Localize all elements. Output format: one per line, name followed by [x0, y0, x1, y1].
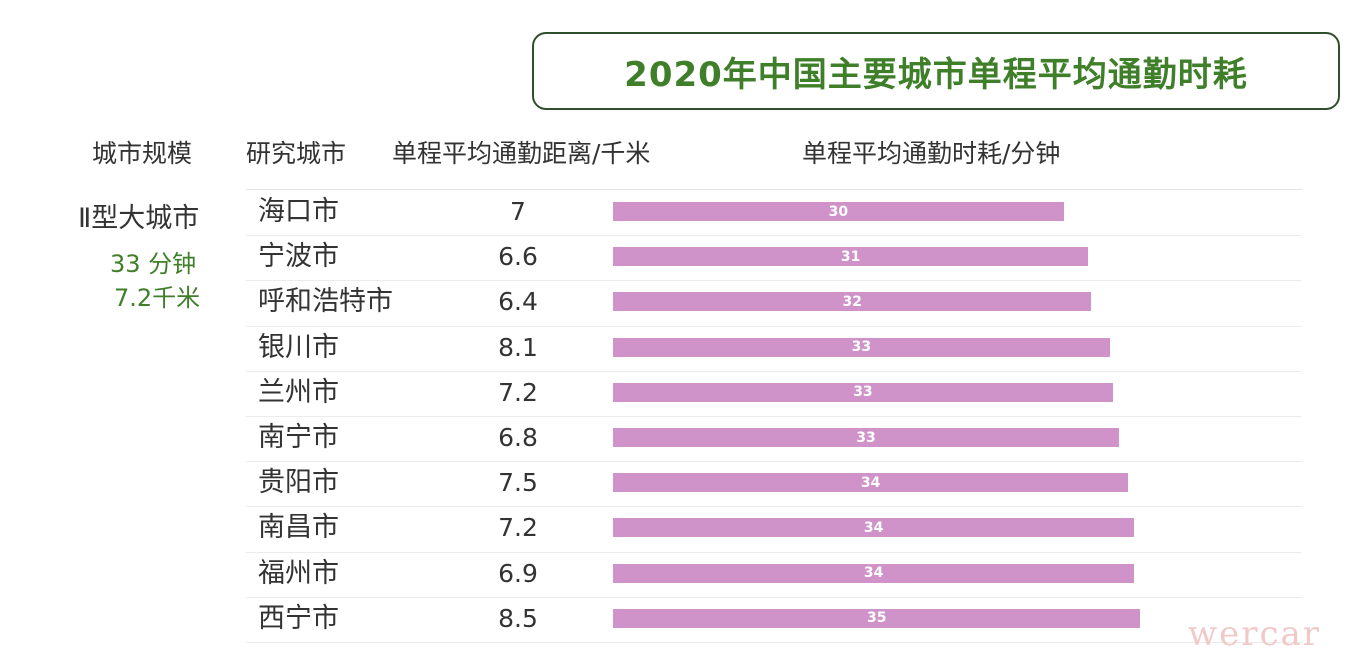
time-bar: 30 [613, 202, 1064, 221]
time-bar-label: 31 [840, 248, 861, 265]
distance-value: 6.9 [498, 558, 538, 588]
time-bar-label: 30 [828, 203, 849, 220]
time-bar: 34 [613, 518, 1135, 538]
row-divider [246, 416, 1302, 417]
group-name: Ⅱ型大城市 [78, 203, 200, 234]
city-label: 兰州市 [258, 376, 339, 408]
watermark: wercar [1188, 614, 1322, 654]
group-avg-distance: 7.2千米 [114, 284, 201, 312]
time-bar: 33 [613, 382, 1113, 402]
time-bar-label: 35 [866, 610, 887, 627]
city-label: 宁波市 [258, 241, 339, 273]
city-label: 南宁市 [258, 422, 339, 453]
row-divider [246, 642, 1302, 643]
row-divider [246, 235, 1302, 237]
distance-value: 7.2 [498, 513, 538, 543]
row-divider [246, 551, 1302, 553]
row-divider [246, 506, 1302, 508]
time-bar: 35 [613, 608, 1141, 628]
time-bar: 34 [613, 473, 1129, 493]
row-divider [246, 325, 1302, 327]
distance-value: 8.5 [498, 603, 538, 633]
distance-value: 6.8 [498, 423, 538, 452]
distance-value: 7.5 [498, 468, 538, 498]
time-bar-label: 34 [860, 474, 881, 491]
time-bar-label: 33 [856, 429, 876, 446]
header-time: 单程平均通勤时耗/分钟 [802, 139, 1061, 168]
city-label: 银川市 [258, 331, 339, 363]
time-bar-label: 34 [863, 565, 884, 582]
table-top-line [246, 189, 1302, 190]
group-avg-time: 33 分钟 [110, 250, 197, 278]
city-label: 海口市 [258, 196, 339, 227]
row-divider [246, 461, 1302, 463]
distance-value: 7 [510, 197, 526, 226]
city-label: 西宁市 [258, 602, 339, 634]
time-bar: 32 [613, 292, 1092, 312]
distance-value: 8.1 [498, 332, 538, 362]
city-label: 呼和浩特市 [258, 286, 393, 318]
city-label: 南昌市 [258, 512, 339, 544]
chart-title: 2020年中国主要城市单程平均通勤时耗 [624, 54, 1248, 95]
time-bar-label: 33 [853, 384, 873, 401]
time-bar-label: 32 [842, 293, 862, 310]
time-bar: 33 [613, 428, 1119, 447]
time-bar: 34 [613, 563, 1135, 583]
time-bar-label: 34 [863, 519, 884, 536]
row-divider [246, 280, 1302, 282]
time-bar: 31 [613, 247, 1089, 267]
chart-title-box: 2020年中国主要城市单程平均通勤时耗 [532, 32, 1340, 110]
distance-value: 6.6 [498, 242, 538, 272]
distance-value: 7.2 [498, 377, 538, 407]
row-divider [246, 596, 1302, 598]
city-label: 贵阳市 [258, 467, 339, 499]
time-bar: 33 [613, 337, 1110, 357]
distance-value: 6.4 [498, 287, 538, 317]
header-distance: 单程平均通勤距离/千米 [392, 139, 651, 168]
row-divider [246, 370, 1302, 372]
header-city: 研究城市 [246, 139, 347, 168]
city-label: 福州市 [258, 557, 339, 589]
time-bar-label: 33 [851, 339, 872, 356]
header-city-scale: 城市规模 [92, 139, 193, 168]
